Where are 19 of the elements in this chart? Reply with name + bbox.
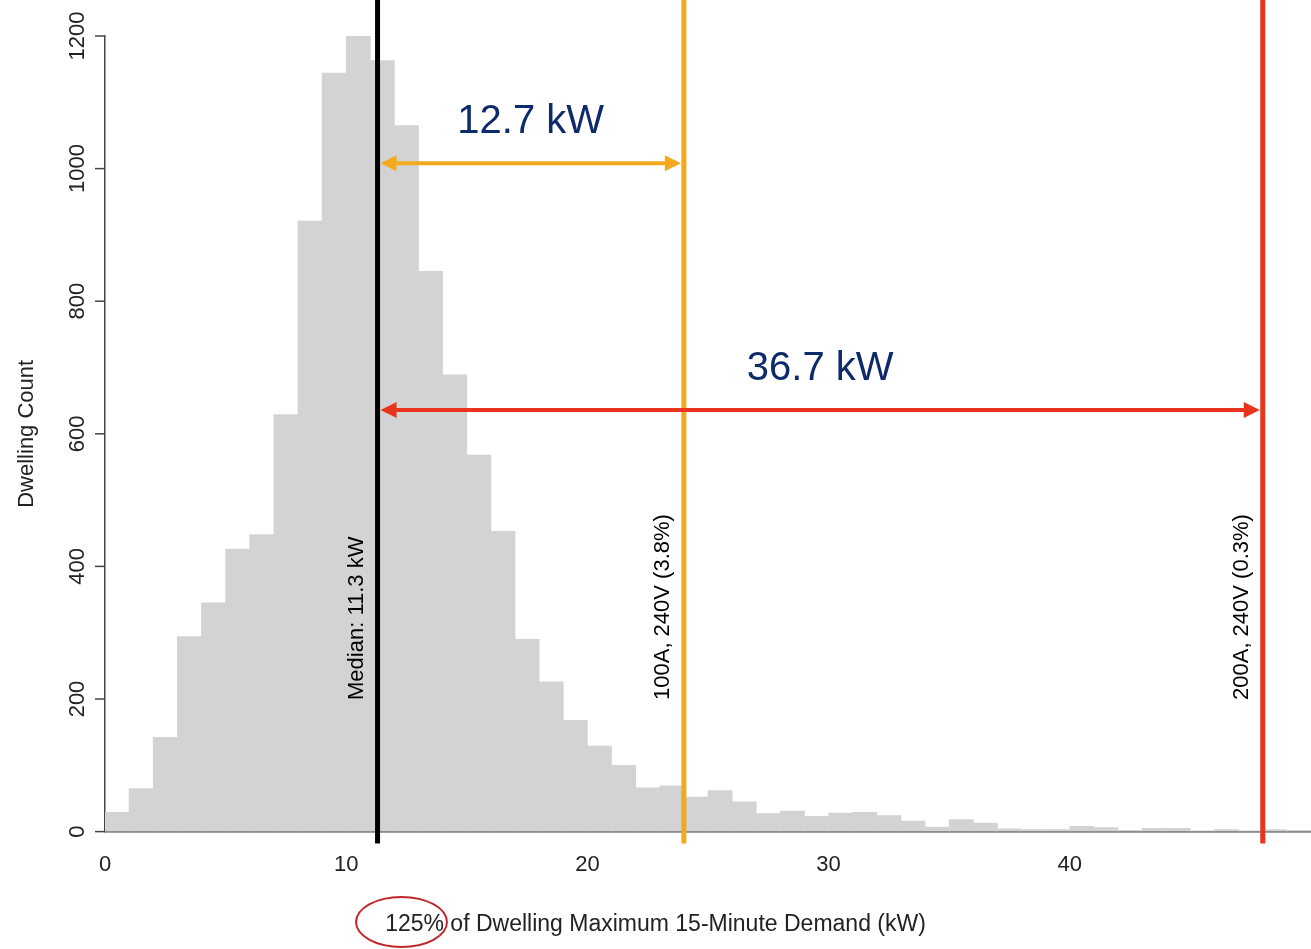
x-tick-label: 30 bbox=[816, 850, 841, 876]
x-tick-label: 40 bbox=[1057, 850, 1083, 876]
annotation: 36.7 kW bbox=[746, 343, 894, 388]
y-tick-label: 800 bbox=[64, 282, 90, 320]
x-axis-title: 125% of Dwelling Maximum 15-Minute Demand (kW) bbox=[384, 910, 927, 937]
ref-line-label: 200A, 240V (0.3%) bbox=[1227, 514, 1253, 700]
ref-line-label: 100A, 240V (3.8%) bbox=[648, 514, 674, 700]
y-tick-label: 400 bbox=[64, 548, 90, 585]
x-tick-label: 20 bbox=[575, 850, 600, 876]
x-tick-label: 0 bbox=[98, 850, 112, 876]
y-tick-label: 200 bbox=[64, 680, 90, 718]
y-tick-label: 1200 bbox=[64, 11, 90, 61]
x-tick-label: 10 bbox=[333, 850, 359, 876]
ref-line-label: Median: 11.3 kW bbox=[342, 536, 368, 700]
y-axis-title: Dwelling Count bbox=[13, 359, 39, 508]
annotation: 12.7 kW bbox=[457, 97, 605, 142]
y-tick-label: 1000 bbox=[64, 144, 90, 194]
y-tick-label: 0 bbox=[64, 825, 90, 838]
y-tick-label: 600 bbox=[64, 415, 90, 453]
